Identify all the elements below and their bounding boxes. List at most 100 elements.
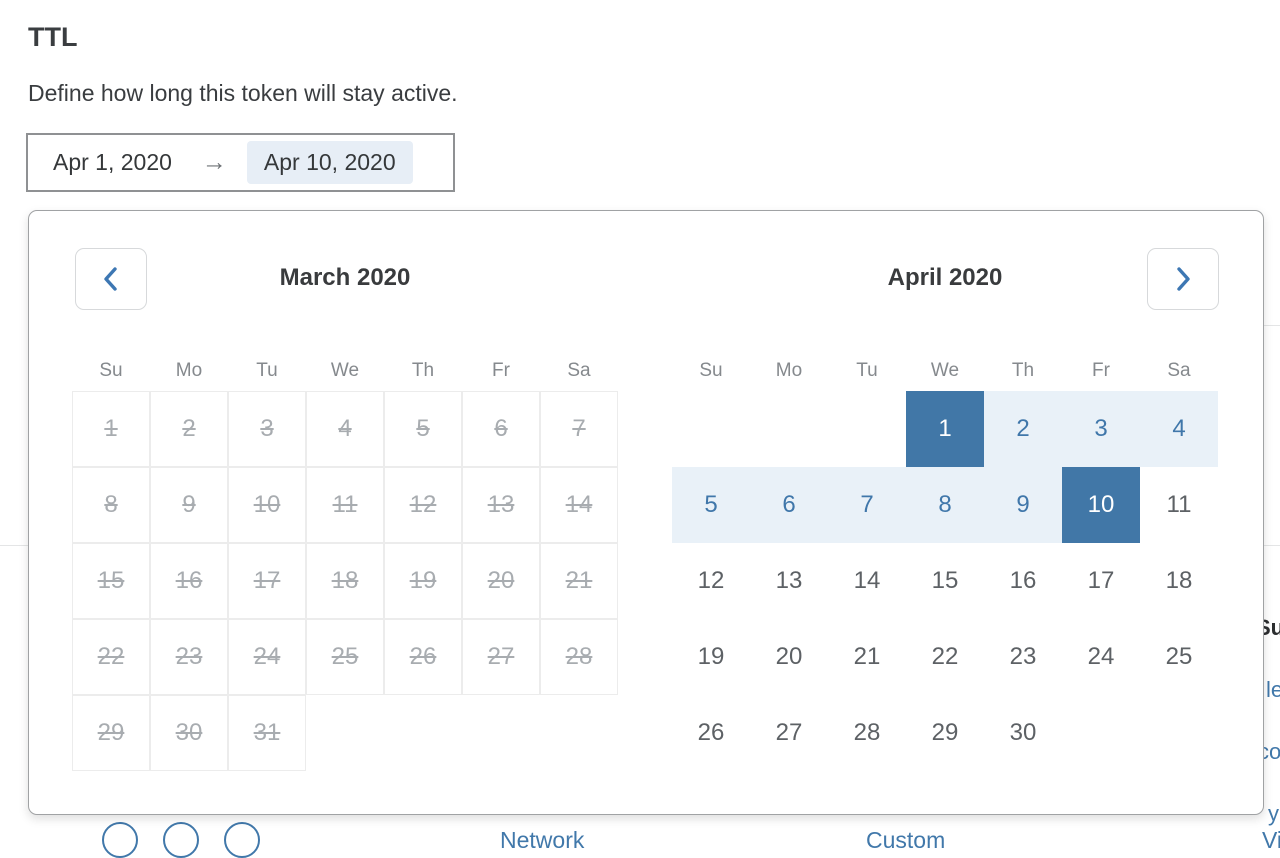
day-cell-29[interactable]: 29 — [931, 719, 959, 746]
day-cell-31: 31 — [228, 695, 306, 771]
month-title-april: April 2020 — [887, 264, 1003, 291]
day-cell-15[interactable]: 15 — [931, 567, 959, 594]
day-cell-1[interactable]: 1 — [906, 391, 984, 467]
calendar-april: Su Mo Tu We Th Fr Sa 1 2 3 4 5 6 7 8 9 10 11 12 13 14 15 16 17… — [672, 351, 1218, 771]
clipped-bottom-link[interactable]: View — [1262, 827, 1280, 853]
day-cell-18: 18 — [306, 543, 384, 619]
page-title: TTL — [28, 22, 78, 52]
radio-circle-clipped[interactable] — [224, 822, 260, 858]
day-cell-26: 26 — [384, 619, 462, 695]
end-date-value[interactable]: Apr 10, 2020 — [246, 141, 413, 184]
page-description: Define how long this token will stay act… — [28, 80, 458, 106]
clipped-bottom-link[interactable]: Network — [500, 827, 585, 853]
weekday-label: Su — [99, 360, 123, 381]
day-cell-18[interactable]: 18 — [1165, 567, 1193, 594]
day-cell-19: 19 — [384, 543, 462, 619]
day-cell-19[interactable]: 19 — [697, 643, 725, 670]
day-cell-3[interactable]: 3 — [1062, 391, 1140, 467]
empty-cell — [672, 391, 750, 467]
day-cell-22: 22 — [72, 619, 150, 695]
day-cell-15: 15 — [72, 543, 150, 619]
prev-month-button[interactable] — [75, 248, 147, 310]
day-cell-20[interactable]: 20 — [775, 643, 803, 670]
weekday-label: Fr — [1092, 360, 1110, 381]
day-cell-16: 16 — [150, 543, 228, 619]
day-cell-28[interactable]: 28 — [853, 719, 881, 746]
day-cell-6[interactable]: 6 — [750, 467, 828, 543]
weekday-label: We — [330, 360, 360, 381]
month-title-march: March 2020 — [279, 264, 411, 291]
radio-circle-clipped[interactable] — [102, 822, 138, 858]
day-cell-8: 8 — [72, 467, 150, 543]
weekday-label: Th — [411, 360, 435, 381]
start-date-value[interactable]: Apr 1, 2020 — [53, 149, 172, 175]
clipped-bottom-link[interactable]: Custom — [866, 827, 946, 853]
day-cell-14[interactable]: 14 — [853, 567, 881, 594]
weekday-label: Tu — [856, 360, 878, 381]
day-cell-10[interactable]: 10 — [1062, 467, 1140, 543]
day-cell-1: 1 — [72, 391, 150, 467]
day-cell-24: 24 — [228, 619, 306, 695]
day-cell-22[interactable]: 22 — [931, 643, 959, 670]
day-cell-17: 17 — [228, 543, 306, 619]
day-cell-14: 14 — [540, 467, 618, 543]
day-cell-25: 25 — [306, 619, 384, 695]
day-cell-12[interactable]: 12 — [697, 567, 725, 594]
day-cell-7: 7 — [540, 391, 618, 467]
day-grid: 1 2 3 4 5 6 7 8 9 10 11 12 13 14 15 16 17 18 19 20 21 22 23 24 2… — [672, 391, 1218, 771]
empty-cell — [828, 391, 906, 467]
weekday-label: Mo — [775, 360, 803, 381]
weekday-label: Fr — [492, 360, 510, 381]
day-cell-9[interactable]: 9 — [984, 467, 1062, 543]
day-cell-23: 23 — [150, 619, 228, 695]
clipped-link-fragment[interactable]: le — [1266, 677, 1280, 702]
day-cell-12: 12 — [384, 467, 462, 543]
day-cell-30: 30 — [150, 695, 228, 771]
day-cell-8[interactable]: 8 — [906, 467, 984, 543]
day-cell-7[interactable]: 7 — [828, 467, 906, 543]
day-cell-26[interactable]: 26 — [697, 719, 725, 746]
weekday-label: Sa — [1167, 360, 1191, 381]
day-cell-4: 4 — [306, 391, 384, 467]
day-cell-2: 2 — [150, 391, 228, 467]
day-cell-27[interactable]: 27 — [775, 719, 803, 746]
day-cell-5[interactable]: 5 — [672, 467, 750, 543]
day-cell-23[interactable]: 23 — [1009, 643, 1037, 670]
weekday-header-row: Su Mo Tu We Th Fr Sa — [672, 351, 1218, 391]
day-cell-28: 28 — [540, 619, 618, 695]
day-cell-30[interactable]: 30 — [1009, 719, 1037, 746]
radio-circle-clipped[interactable] — [163, 822, 199, 858]
day-cell-11: 11 — [306, 467, 384, 543]
day-cell-21: 21 — [540, 543, 618, 619]
day-cell-29: 29 — [72, 695, 150, 771]
day-cell-4[interactable]: 4 — [1140, 391, 1218, 467]
day-cell-13[interactable]: 13 — [775, 567, 803, 594]
day-cell-25[interactable]: 25 — [1165, 643, 1193, 670]
weekday-label: Su — [699, 360, 723, 381]
day-cell-6: 6 — [462, 391, 540, 467]
day-cell-11[interactable]: 11 — [1166, 491, 1192, 518]
day-cell-17[interactable]: 17 — [1087, 567, 1115, 594]
clipped-link-fragment[interactable]: y — [1268, 801, 1279, 826]
day-cell-16[interactable]: 16 — [1009, 567, 1037, 594]
arrow-right-icon: → — [201, 148, 227, 176]
day-cell-24[interactable]: 24 — [1087, 643, 1115, 670]
day-cell-20: 20 — [462, 543, 540, 619]
weekday-label: Th — [1011, 360, 1035, 381]
day-cell-5: 5 — [384, 391, 462, 467]
calendar-march: Su Mo Tu We Th Fr Sa 1 2 3 4 5 6 7 8 9 10 11 12 13 14 15 16 17… — [72, 351, 618, 771]
day-cell-21[interactable]: 21 — [853, 643, 881, 670]
day-cell-3: 3 — [228, 391, 306, 467]
empty-cell — [750, 391, 828, 467]
day-cell-13: 13 — [462, 467, 540, 543]
day-cell-27: 27 — [462, 619, 540, 695]
weekday-header-row: Su Mo Tu We Th Fr Sa — [72, 351, 618, 391]
date-range-input[interactable]: Apr 1, 2020 → Apr 10, 2020 — [26, 133, 455, 192]
day-cell-9: 9 — [150, 467, 228, 543]
weekday-label: Mo — [175, 360, 203, 381]
day-cell-2[interactable]: 2 — [984, 391, 1062, 467]
chevron-right-icon — [1172, 266, 1194, 292]
weekday-label: Tu — [256, 360, 278, 381]
next-month-button[interactable] — [1147, 248, 1219, 310]
